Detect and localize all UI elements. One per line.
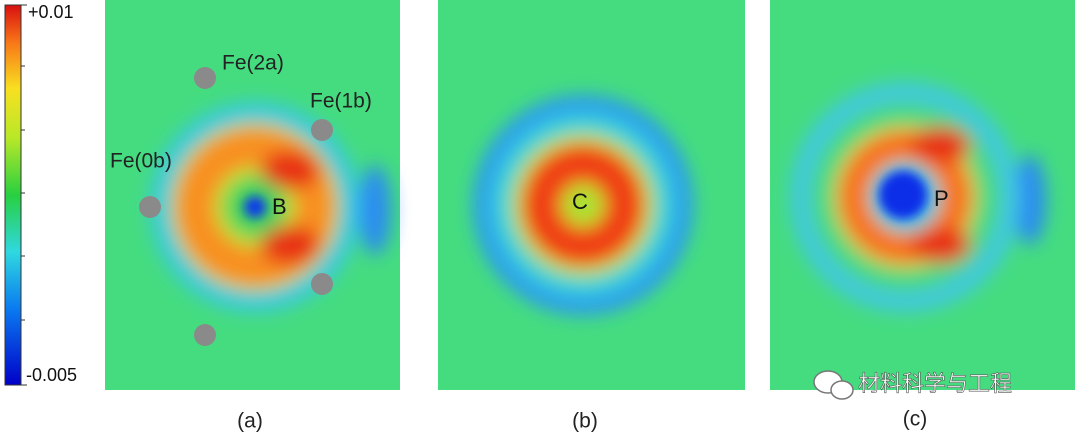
colorbar-min: -0.005 <box>26 365 77 385</box>
watermark-icon <box>813 370 854 400</box>
atom-label: P <box>934 186 949 211</box>
panel-b <box>438 0 745 390</box>
atom-label: B <box>272 194 287 219</box>
site-label: Fe(1b) <box>310 90 372 113</box>
colorbar-max: +0.01 <box>28 2 74 22</box>
panel-a <box>105 0 400 390</box>
colorbar-ticks <box>21 4 27 386</box>
site-label: Fe(0b) <box>110 150 172 173</box>
atom-label: C <box>572 189 588 214</box>
colorbar <box>4 4 22 386</box>
watermark: 材料科学与工程 <box>858 371 1012 396</box>
panel-label: (a) <box>237 410 263 433</box>
panel-label: (b) <box>572 410 598 433</box>
panel-c <box>770 0 1075 390</box>
panel-label: (c) <box>903 408 928 431</box>
site-label: Fe(2a) <box>222 52 284 75</box>
